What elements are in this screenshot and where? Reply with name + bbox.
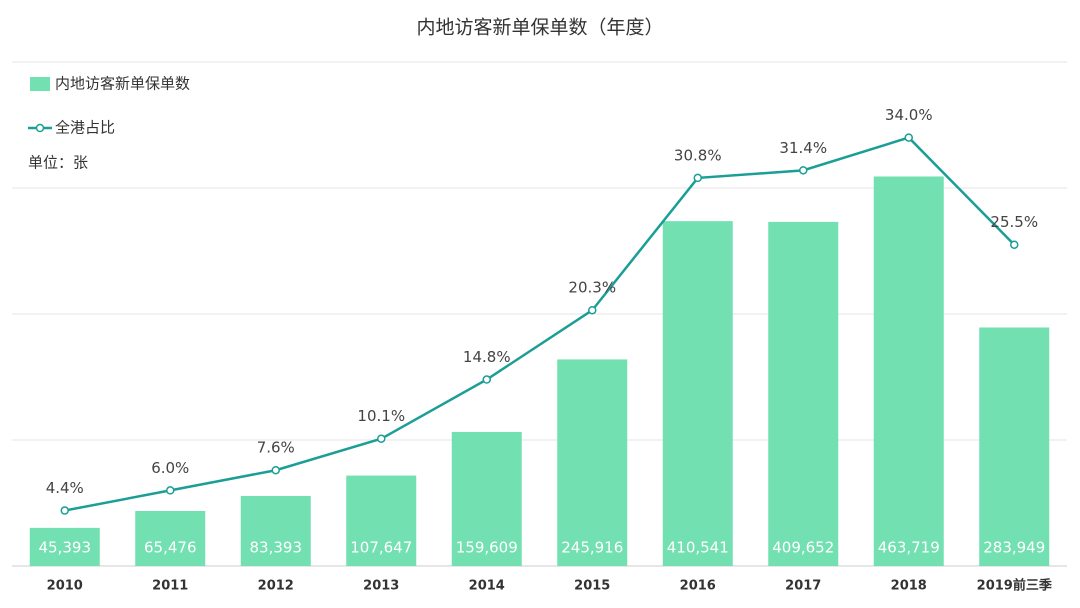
line-value-label: 30.8% <box>674 146 722 164</box>
line-value-label: 7.6% <box>257 439 295 457</box>
line-point <box>482 375 491 384</box>
legend-label: 内地访客新单保单数 <box>55 75 190 93</box>
line-point <box>799 166 808 175</box>
bar-value-label: 83,393 <box>250 539 303 557</box>
line-point <box>1010 240 1019 249</box>
line <box>64 136 1016 512</box>
bar-value-label: 463,719 <box>878 539 940 557</box>
bar <box>451 431 522 566</box>
line-value-label: 34.0% <box>885 106 933 124</box>
line-value-label: 31.4% <box>779 139 827 157</box>
line-point <box>166 486 175 495</box>
line-point <box>271 465 280 475</box>
bar <box>29 527 100 566</box>
bar <box>768 221 839 566</box>
bar <box>873 176 944 566</box>
bar-value-label: 283,949 <box>983 539 1045 557</box>
line-point <box>377 434 386 443</box>
bar <box>135 511 206 566</box>
bar <box>346 475 417 566</box>
bar <box>240 495 311 566</box>
line-point <box>588 305 597 315</box>
x-tick-label: 2012 <box>258 579 294 594</box>
unit-label: 单位：张 <box>28 154 88 172</box>
line-value-label: 10.1% <box>357 407 405 425</box>
x-tick-label: 2013 <box>363 579 399 594</box>
bar <box>979 327 1050 566</box>
bar-value-label: 245,916 <box>561 539 623 557</box>
x-tick-label: 2019前三季 <box>977 578 1052 594</box>
bar-value-label: 409,652 <box>772 539 834 557</box>
x-tick-label: 2018 <box>891 579 927 594</box>
line-point <box>60 506 69 515</box>
line-value-label: 14.8% <box>463 348 511 366</box>
chart-title: 内地访客新单保单数（年度） <box>416 17 663 39</box>
x-tick-label: 2017 <box>785 579 821 594</box>
bar-value-label: 410,541 <box>667 539 729 557</box>
bar-value-label: 159,609 <box>456 539 518 557</box>
bar-value-label: 107,647 <box>350 539 412 557</box>
x-tick-label: 2011 <box>152 579 188 594</box>
x-tick-label: 2015 <box>574 579 610 594</box>
line-point <box>693 173 702 183</box>
bar-value-label: 65,476 <box>144 539 197 557</box>
line-value-label: 20.3% <box>568 279 616 297</box>
bar <box>557 359 628 566</box>
line-point <box>904 133 913 142</box>
legend-swatch <box>35 123 45 133</box>
line-value-label: 6.0% <box>151 459 189 477</box>
bar-value-label: 45,393 <box>39 539 92 557</box>
x-tick-label: 2014 <box>469 579 505 594</box>
legend-swatch <box>30 77 50 91</box>
x-tick-label: 2010 <box>47 579 83 594</box>
x-tick-label: 2016 <box>680 579 716 594</box>
legend-label: 全港占比 <box>55 119 115 137</box>
line-value-label: 4.4% <box>46 479 84 497</box>
line-value-label: 25.5% <box>990 213 1038 231</box>
bar <box>662 221 733 566</box>
